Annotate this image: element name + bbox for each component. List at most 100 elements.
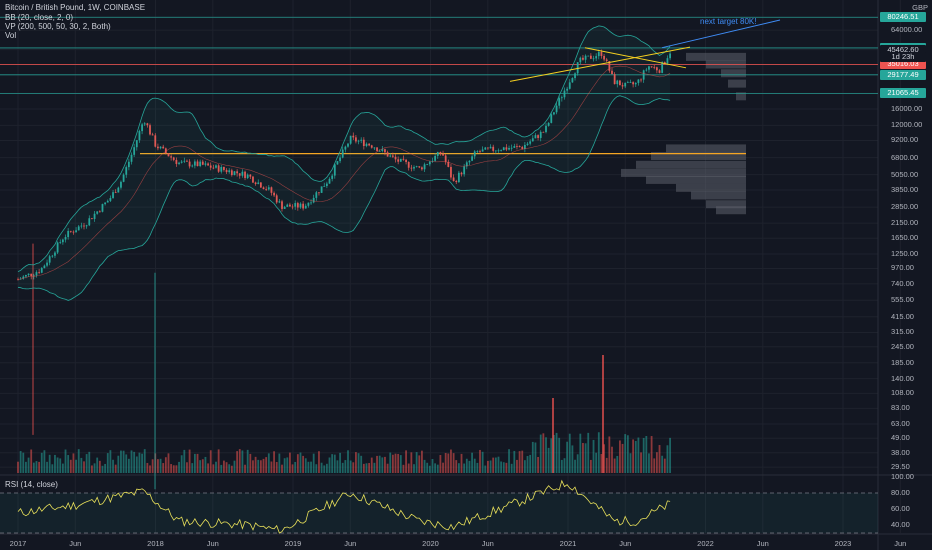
volume-bar — [436, 464, 439, 473]
candle-body — [547, 122, 550, 126]
y-tick-label: 12000.00 — [891, 120, 923, 130]
y-tick-label: 315.00 — [891, 327, 914, 337]
candle-body — [85, 225, 88, 227]
candle-body — [592, 58, 595, 60]
candle-body — [318, 192, 320, 194]
volume-bar — [381, 457, 384, 473]
candle-body — [302, 203, 305, 209]
candle-body — [112, 192, 114, 199]
candle-body — [402, 158, 405, 160]
volume-bar — [101, 465, 104, 473]
candle-body — [291, 206, 294, 208]
volume-bar — [428, 465, 431, 473]
volume-bar — [645, 435, 648, 473]
candle-body — [164, 148, 167, 154]
candle-body — [545, 125, 547, 133]
volume-bar — [531, 441, 534, 473]
volume-bar — [77, 449, 80, 473]
trendline-falling — [584, 47, 687, 69]
y-tick-label: 108.00 — [891, 388, 914, 398]
candle-body — [394, 156, 397, 160]
candle-body — [663, 62, 666, 64]
candle-body — [336, 161, 339, 165]
candle-body — [299, 203, 302, 208]
candle-body — [465, 162, 468, 167]
volume-bar — [634, 440, 637, 473]
candle-body — [376, 147, 378, 152]
volume-bar — [658, 445, 661, 473]
candle-body — [558, 98, 561, 106]
volume-bar — [328, 457, 331, 473]
candle-body — [405, 159, 407, 163]
volume-bar — [526, 456, 529, 473]
volume-bar — [223, 460, 225, 473]
candle-body — [286, 204, 289, 207]
y-tick-label: 3850.00 — [891, 185, 919, 195]
volume-bar — [228, 464, 231, 473]
volume-bar — [655, 452, 658, 473]
price-level-label: 29177.49 — [880, 69, 926, 80]
volume-profile-bar — [666, 144, 746, 153]
y-tick-label: 5050.00 — [891, 169, 919, 179]
candle-body — [505, 147, 508, 150]
volume-bar — [40, 452, 43, 473]
volume-bar — [574, 459, 576, 473]
volume-bar — [413, 464, 415, 473]
candle-body — [54, 252, 56, 256]
volume-bar — [170, 464, 173, 473]
candle-body — [207, 163, 209, 166]
volume-bar — [619, 440, 621, 473]
candle-body — [381, 149, 384, 151]
volume-bar — [164, 457, 167, 473]
candle-body — [574, 73, 576, 79]
candle-body — [553, 112, 555, 115]
volume-bar — [571, 445, 574, 473]
volume-bar — [259, 460, 262, 473]
volume-bar — [122, 450, 125, 473]
volume-bar — [286, 457, 289, 473]
candle-body — [637, 79, 640, 83]
volume-bar — [613, 458, 616, 473]
volume-bar — [35, 461, 38, 473]
legend-vol: Vol — [5, 31, 17, 40]
candle-body — [523, 144, 526, 149]
x-tick-label: 2019 — [284, 539, 302, 548]
candle-body — [304, 205, 307, 209]
candle-body — [141, 124, 143, 132]
volume-bar — [502, 462, 505, 473]
volume-bar — [96, 457, 99, 473]
currency-label: GBP — [912, 3, 928, 12]
candle-body — [410, 167, 413, 169]
candle-body — [259, 182, 262, 188]
volume-bar — [587, 432, 590, 473]
candle-body — [365, 143, 368, 147]
volume-bar — [576, 454, 579, 473]
candle-body — [616, 80, 619, 85]
candle-body — [30, 273, 33, 277]
volume-bar — [405, 450, 407, 473]
candle-body — [516, 146, 518, 147]
candle-body — [249, 174, 252, 177]
x-tick-label: Jun — [69, 539, 82, 548]
volume-bar — [579, 433, 582, 473]
volume-bar — [267, 453, 270, 473]
volume-bar — [523, 460, 526, 473]
volume-bar — [220, 464, 223, 473]
candle-body — [494, 150, 497, 152]
rsi-line — [17, 479, 671, 534]
candle-body — [444, 155, 447, 162]
volume-bar — [88, 451, 91, 473]
candle-body — [603, 55, 605, 60]
volume-bar — [130, 450, 133, 473]
volume-bar — [254, 456, 257, 473]
candle-body — [648, 66, 650, 70]
x-tick-label: 2021 — [559, 539, 577, 548]
volume-bar — [294, 461, 297, 473]
candle-body — [386, 152, 389, 157]
volume-bar — [43, 450, 46, 473]
volume-bar — [281, 464, 283, 473]
volume-bar — [117, 455, 120, 473]
volume-bar — [605, 457, 608, 473]
volume-bar — [534, 442, 537, 473]
volume-bar — [391, 454, 394, 473]
